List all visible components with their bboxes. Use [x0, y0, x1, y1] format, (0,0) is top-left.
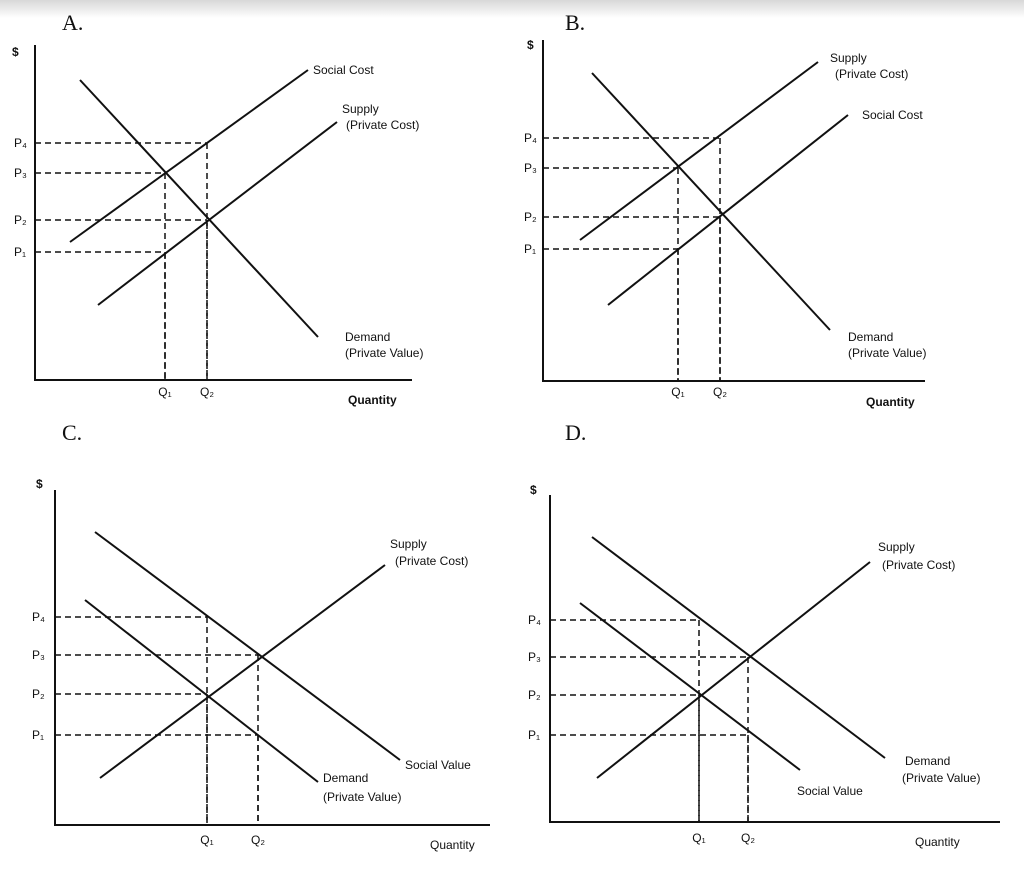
curve-label: Social Value — [797, 784, 863, 798]
price-label: P₂ — [524, 210, 537, 224]
curve — [79, 79, 319, 338]
curve-label: Social Value — [405, 758, 471, 772]
curve-label: Demand — [905, 754, 950, 768]
panel-label: A. — [62, 10, 83, 35]
currency-label: $ — [527, 38, 534, 52]
price-label: P₁ — [528, 728, 540, 742]
curve — [579, 602, 801, 771]
curve — [579, 61, 819, 241]
price-label: P₃ — [524, 161, 537, 175]
price-label: P₁ — [14, 245, 26, 259]
quantity-label: Q₂ — [741, 831, 755, 845]
quantity-label: Q₂ — [251, 833, 265, 847]
panel-label: D. — [565, 420, 586, 445]
currency-label: $ — [530, 483, 537, 497]
curve-label: (Private Value) — [902, 771, 980, 785]
quantity-label: Q₁ — [671, 385, 684, 399]
price-label: P₃ — [528, 650, 541, 664]
quantity-label: Q₂ — [200, 385, 214, 399]
panel-label: C. — [62, 420, 82, 445]
top-shade — [0, 0, 1024, 18]
curve — [97, 121, 338, 306]
curve — [607, 114, 849, 306]
axis-label: Quantity — [915, 835, 960, 849]
curve-label: (Private Value) — [323, 790, 401, 804]
curve-label: (Private Value) — [345, 346, 423, 360]
curve — [596, 561, 871, 779]
price-label: P₄ — [14, 136, 27, 150]
curve-label: (Private Cost) — [882, 558, 955, 572]
currency-label: $ — [36, 477, 43, 491]
quantity-label: Q₁ — [158, 385, 171, 399]
quantity-label: Q₂ — [713, 385, 727, 399]
curve-label: Social Cost — [313, 63, 374, 77]
axes — [34, 45, 412, 381]
axis-label: Quantity — [348, 393, 397, 407]
axes — [549, 495, 1000, 823]
curve — [69, 69, 309, 243]
axes — [542, 40, 925, 382]
curve-label: Demand — [345, 330, 390, 344]
price-label: P₂ — [14, 213, 27, 227]
quantity-label: Q₁ — [200, 833, 213, 847]
curve — [84, 599, 319, 783]
price-label: P₄ — [524, 131, 537, 145]
curve-label: Supply — [342, 102, 379, 116]
price-label: P₄ — [32, 610, 45, 624]
axes — [54, 490, 490, 826]
curve-label: Social Cost — [862, 108, 923, 122]
curve-label: (Private Value) — [848, 346, 926, 360]
price-label: P₁ — [32, 728, 44, 742]
curve-label: Supply — [390, 537, 427, 551]
curve — [99, 564, 386, 779]
curve — [591, 72, 831, 331]
price-label: P₂ — [528, 688, 541, 702]
curve — [94, 531, 401, 761]
price-label: P₃ — [14, 166, 27, 180]
curve-label: (Private Cost) — [835, 67, 908, 81]
currency-label: $ — [12, 45, 19, 59]
axis-label: Quantity — [866, 395, 915, 409]
curve-label: Demand — [848, 330, 893, 344]
panel-label: B. — [565, 10, 585, 35]
price-label: P₂ — [32, 687, 45, 701]
price-label: P₃ — [32, 648, 45, 662]
axis-label: Quantity — [430, 838, 475, 852]
curve-label: (Private Cost) — [346, 118, 419, 132]
price-label: P₄ — [528, 613, 541, 627]
price-label: P₁ — [524, 242, 536, 256]
curve-label: Supply — [878, 540, 915, 554]
quantity-label: Q₁ — [692, 831, 705, 845]
curve — [591, 536, 886, 759]
curve-label: (Private Cost) — [395, 554, 468, 568]
curve-label: Demand — [323, 771, 368, 785]
curve-label: Supply — [830, 51, 867, 65]
